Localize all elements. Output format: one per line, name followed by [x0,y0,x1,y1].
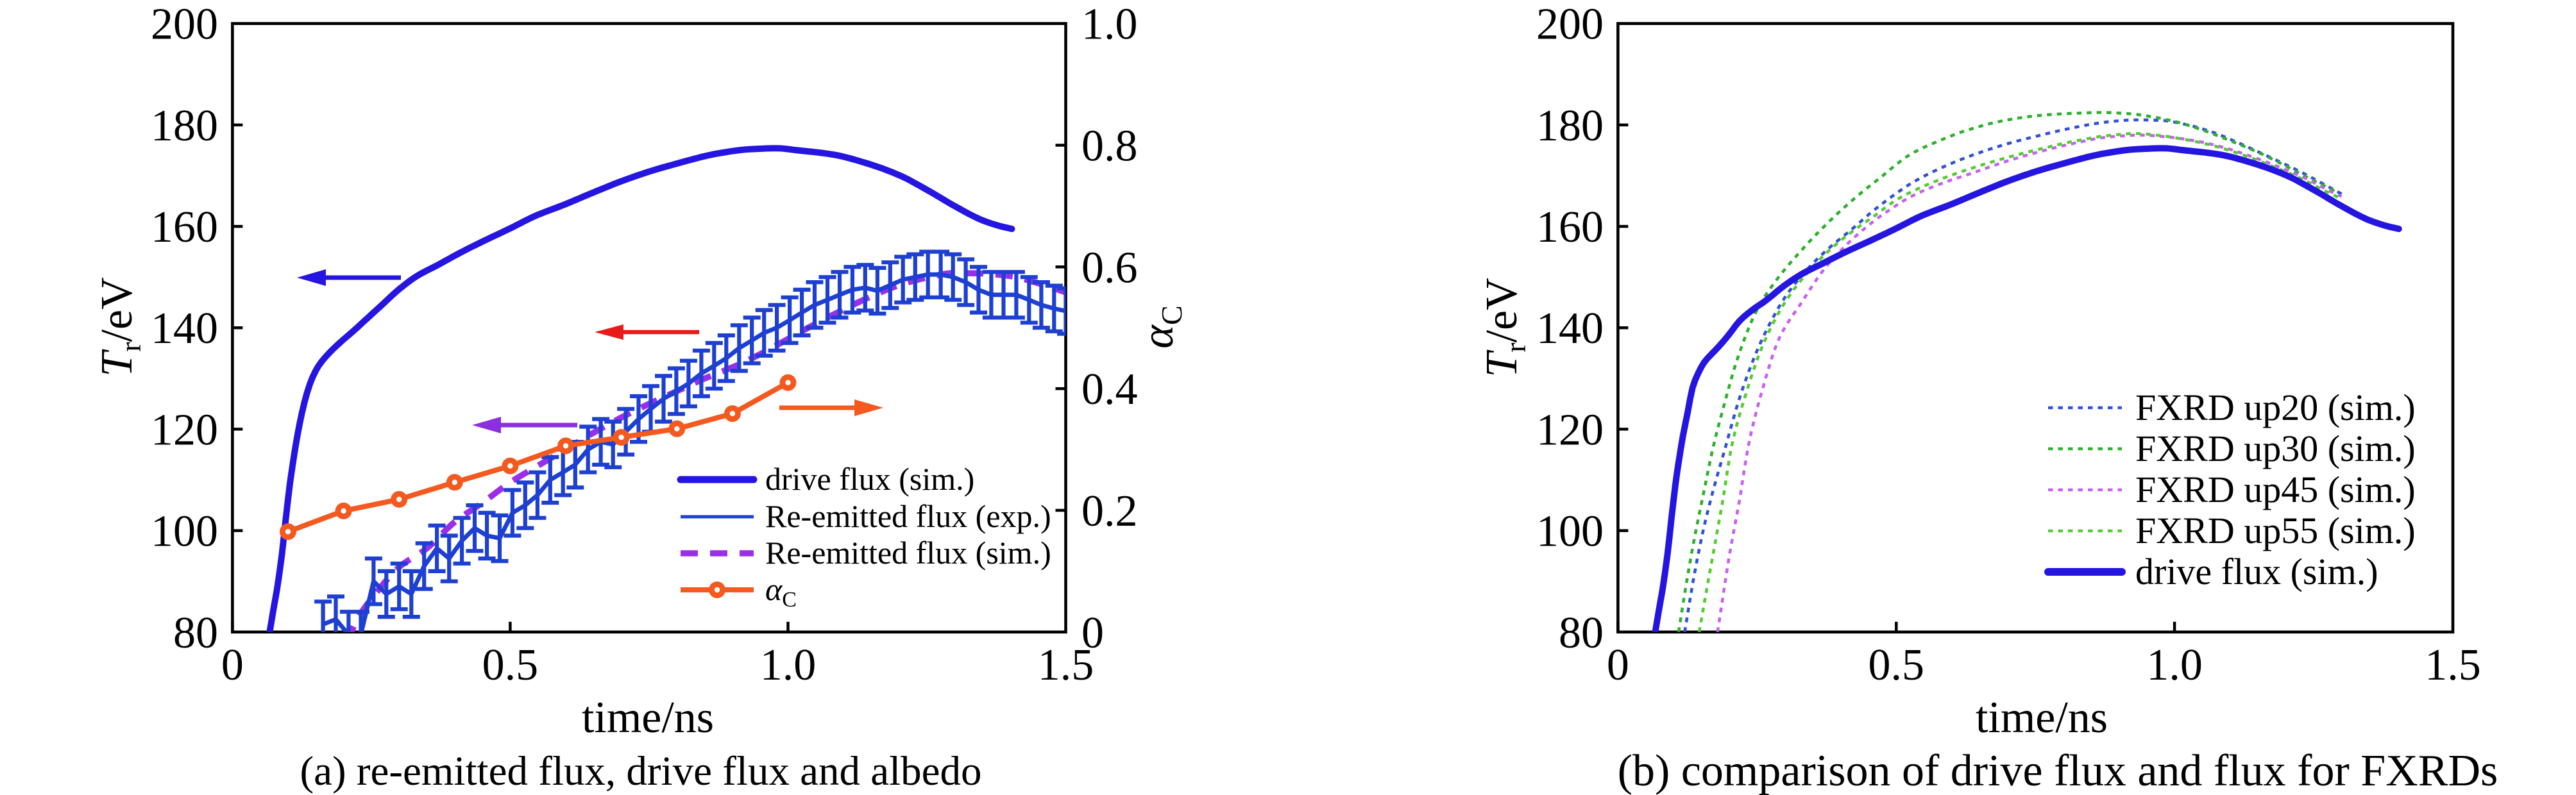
svg-text:αC: αC [1133,305,1188,348]
svg-text:0.4: 0.4 [1081,365,1138,414]
svg-text:0: 0 [1081,608,1104,658]
svg-text:Tr/eV: Tr/eV [1477,278,1532,377]
svg-text:(b) comparison of drive flux a: (b) comparison of drive flux and flux fo… [1618,746,2498,795]
svg-text:120: 120 [1536,405,1604,455]
svg-text:drive flux (sim.): drive flux (sim.) [2135,551,2378,592]
svg-text:200: 200 [1536,0,1604,49]
svg-text:80: 80 [1559,608,1604,658]
svg-text:1.5: 1.5 [1038,640,1094,690]
svg-text:FXRD up45 (sim.): FXRD up45 (sim.) [2135,469,2416,510]
svg-text:160: 160 [151,203,218,252]
svg-text:1.0: 1.0 [1081,0,1138,49]
svg-text:time/ns: time/ns [582,693,714,742]
svg-text:drive flux (sim.): drive flux (sim.) [765,461,974,497]
svg-text:100: 100 [1536,507,1604,556]
svg-text:1.0: 1.0 [2146,640,2203,690]
svg-text:180: 180 [1536,101,1604,151]
svg-text:Re-emitted flux (sim.): Re-emitted flux (sim.) [765,535,1051,571]
svg-text:FXRD up55 (sim.): FXRD up55 (sim.) [2135,510,2416,551]
svg-text:(a) re-emitted flux, drive flu: (a) re-emitted flux, drive flux and albe… [300,748,981,794]
svg-text:0.8: 0.8 [1081,122,1138,171]
svg-text:160: 160 [1536,203,1604,252]
svg-text:140: 140 [151,304,218,353]
svg-text:FXRD up30 (sim.): FXRD up30 (sim.) [2135,428,2416,469]
svg-text:80: 80 [173,608,218,658]
svg-text:1.5: 1.5 [2425,640,2481,690]
svg-text:FXRD up20 (sim.): FXRD up20 (sim.) [2135,387,2416,428]
svg-text:0.5: 0.5 [482,640,539,690]
svg-text:0.6: 0.6 [1081,243,1138,292]
svg-text:0: 0 [221,640,244,690]
svg-text:100: 100 [151,507,218,556]
svg-text:180: 180 [151,101,218,151]
svg-text:140: 140 [1536,304,1604,353]
svg-text:200: 200 [151,0,218,49]
svg-text:1.0: 1.0 [760,640,817,690]
svg-text:0.2: 0.2 [1081,487,1138,536]
svg-text:Re-emitted flux (exp.): Re-emitted flux (exp.) [765,498,1051,534]
svg-text:0.5: 0.5 [1868,640,1925,690]
svg-text:120: 120 [151,405,218,455]
svg-text:time/ns: time/ns [1976,693,2108,742]
svg-text:0: 0 [1607,640,1629,690]
svg-text:Tr/eV: Tr/eV [92,277,147,376]
svg-text:αC: αC [765,571,797,612]
